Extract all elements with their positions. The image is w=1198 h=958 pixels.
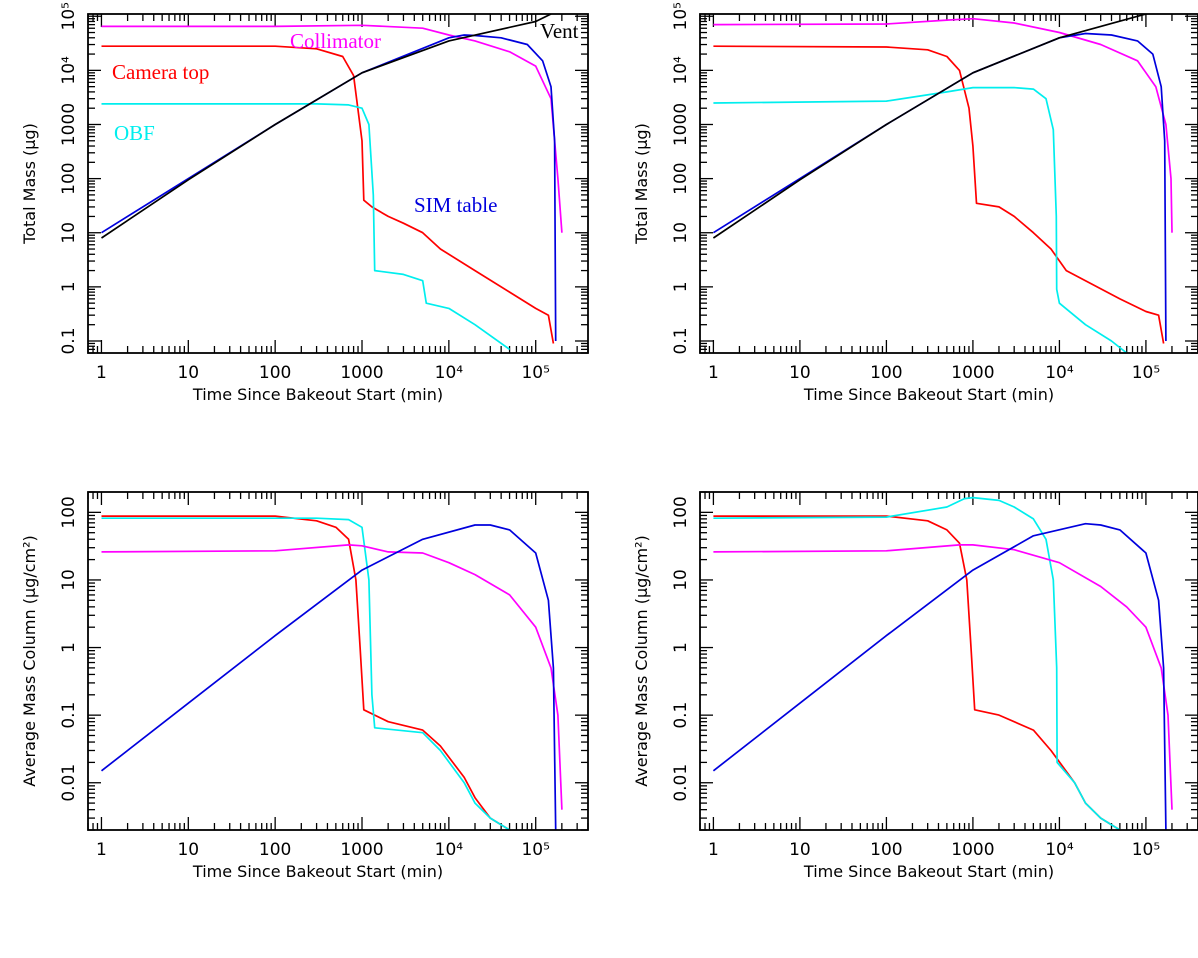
y-ticks <box>88 15 588 354</box>
panel-top-right-total-mass: 1 10 100 1000 10⁴ 10⁵ 0.1 1 10 100 1000 10⁴ 10⁵ Time … <box>632 2 1198 404</box>
series-line-vent <box>712 14 1150 239</box>
y-tick-label: 10 <box>59 222 79 244</box>
x-axis-title: Time Since Bakeout Start (min) <box>803 862 1054 881</box>
series-line-collimator <box>101 544 563 810</box>
x-tick-label: 10 <box>177 840 199 860</box>
y-tick-label: 10⁴ <box>59 56 79 85</box>
x-tick-label: 100 <box>259 840 291 860</box>
series-line-camera-top <box>101 45 555 344</box>
series-line-vent <box>101 14 552 239</box>
series-line-collimator <box>713 17 1173 233</box>
x-ticks <box>699 14 1198 353</box>
x-tick-label: 10 <box>177 363 199 383</box>
x-tick-label: 100 <box>259 363 291 383</box>
y-tick-label: 1 <box>671 281 691 292</box>
plot-frame <box>699 491 1198 831</box>
y-tick-label: 100 <box>671 162 691 194</box>
x-tick-label: 10⁴ <box>1045 840 1074 860</box>
series-line-sim-table <box>712 522 1167 830</box>
x-tick-label: 10⁵ <box>1132 363 1160 383</box>
y-tick-label: 1 <box>59 642 79 653</box>
annotation-sim-table: SIM table <box>414 193 497 217</box>
y-tick-label: 10⁵ <box>59 2 79 30</box>
x-tick-label: 10⁵ <box>521 363 549 383</box>
y-axis-title: Average Mass Column (μg/cm²) <box>632 535 651 787</box>
x-tick-label: 10⁴ <box>435 363 464 383</box>
y-axis-title: Average Mass Column (μg/cm²) <box>20 535 39 787</box>
x-ticks <box>87 492 589 830</box>
y-tick-label: 0.1 <box>671 327 691 354</box>
plot-frame <box>699 13 1198 354</box>
series-line-obf <box>713 86 1128 353</box>
series-line-obf <box>101 103 511 351</box>
x-tick-label: 1000 <box>951 840 994 860</box>
panel-bottom-right-mass-column: 1 10 100 1000 10⁴ 10⁵ 0.01 0.1 1 10 100 Time Since … <box>632 491 1198 881</box>
y-tick-label: 10 <box>671 222 691 244</box>
y-tick-label: 100 <box>671 496 691 528</box>
y-tick-label: 1000 <box>59 103 79 146</box>
x-tick-label: 1 <box>96 363 107 383</box>
x-tick-label: 1 <box>96 840 107 860</box>
x-tick-label: 10⁵ <box>1132 840 1160 860</box>
x-tick-label: 10⁴ <box>435 840 464 860</box>
y-axis-title: Total Mass (μg) <box>632 123 651 245</box>
annotation-vent: Vent <box>540 19 579 43</box>
y-tick-label: 100 <box>59 496 79 528</box>
y-tick-label: 0.1 <box>59 327 79 354</box>
y-tick-label: 1 <box>671 642 691 653</box>
x-ticks <box>699 492 1198 830</box>
x-tick-label: 1 <box>708 363 719 383</box>
y-tick-label: 10 <box>671 569 691 591</box>
x-tick-label: 100 <box>870 840 902 860</box>
y-ticks <box>88 491 588 831</box>
y-tick-label: 10⁴ <box>671 56 691 85</box>
y-tick-label: 1000 <box>671 103 691 146</box>
y-tick-label: 0.01 <box>59 764 79 802</box>
y-tick-label: 0.01 <box>671 764 691 802</box>
series-line-obf <box>713 496 1121 830</box>
series-line-sim-table <box>712 32 1167 342</box>
y-ticks <box>700 491 1198 831</box>
plot-frame <box>87 491 589 831</box>
y-tick-label: 0.1 <box>59 702 79 729</box>
y-tick-label: 10 <box>59 569 79 591</box>
y-tick-label: 1 <box>59 281 79 292</box>
y-tick-label: 0.1 <box>671 702 691 729</box>
annotation-collimator: Collimator <box>290 29 381 53</box>
panel-top-left-total-mass: 1 10 100 1000 10⁴ 10⁵ 0.1 1 10 100 1000 10⁴ 10⁵ Time … <box>20 2 589 404</box>
series-line-camera-top <box>101 515 511 830</box>
annotation-camera-top: Camera top <box>112 60 209 84</box>
series-line-collimator <box>713 544 1173 810</box>
annotation-obf: OBF <box>114 121 155 145</box>
x-tick-label: 10⁵ <box>521 840 549 860</box>
series-line-sim-table <box>100 524 557 830</box>
y-ticks <box>700 15 1198 354</box>
x-tick-label: 1 <box>708 840 719 860</box>
y-tick-label: 100 <box>59 162 79 194</box>
x-tick-label: 1000 <box>951 363 994 383</box>
x-axis-title: Time Since Bakeout Start (min) <box>192 385 443 404</box>
y-axis-title: Total Mass (μg) <box>20 123 39 245</box>
x-tick-label: 1000 <box>340 363 383 383</box>
panel-bottom-left-mass-column: 1 10 100 1000 10⁴ 10⁵ 0.01 0.1 1 10 100 Time Since … <box>20 491 589 881</box>
x-tick-label: 100 <box>870 363 902 383</box>
y-tick-label: 10⁵ <box>671 2 691 30</box>
x-tick-label: 10 <box>789 840 811 860</box>
x-tick-label: 10⁴ <box>1045 363 1074 383</box>
x-tick-label: 10 <box>789 363 811 383</box>
x-axis-title: Time Since Bakeout Start (min) <box>192 862 443 881</box>
series-line-camera-top <box>713 45 1165 344</box>
plot-frame <box>87 13 589 354</box>
x-tick-label: 1000 <box>340 840 383 860</box>
series-line-obf <box>101 517 511 830</box>
x-axis-title: Time Since Bakeout Start (min) <box>803 385 1054 404</box>
